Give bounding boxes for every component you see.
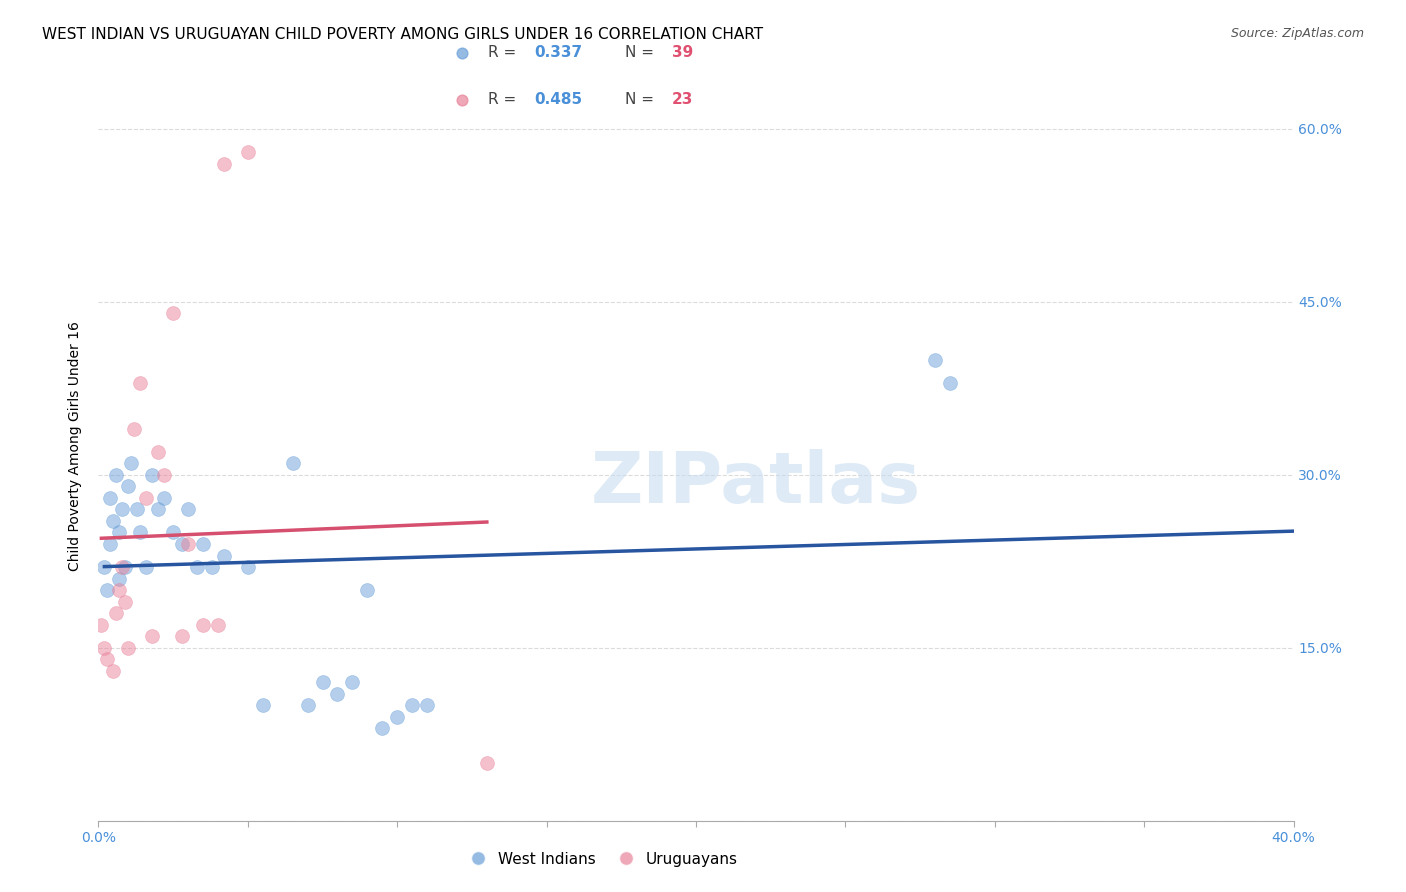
- Point: [153, 467, 176, 482]
- Point: [356, 583, 378, 598]
- Text: N =: N =: [626, 92, 659, 107]
- Point: [212, 549, 235, 563]
- Point: [191, 617, 214, 632]
- Point: [103, 664, 125, 678]
- Point: [212, 156, 235, 170]
- Point: [939, 376, 962, 390]
- Text: 0.337: 0.337: [534, 45, 582, 61]
- Point: [108, 583, 131, 598]
- Text: 39: 39: [672, 45, 693, 61]
- Point: [191, 537, 214, 551]
- Point: [172, 537, 194, 551]
- Point: [117, 479, 139, 493]
- Point: [297, 698, 319, 713]
- Point: [450, 45, 472, 60]
- Point: [111, 560, 134, 574]
- Text: Source: ZipAtlas.com: Source: ZipAtlas.com: [1230, 27, 1364, 40]
- Point: [117, 640, 139, 655]
- Point: [127, 502, 149, 516]
- Point: [96, 583, 118, 598]
- Point: [326, 687, 349, 701]
- Point: [108, 572, 131, 586]
- Point: [135, 560, 157, 574]
- Point: [108, 525, 131, 540]
- Text: 23: 23: [672, 92, 693, 107]
- Y-axis label: Child Poverty Among Girls Under 16: Child Poverty Among Girls Under 16: [69, 321, 83, 571]
- Point: [105, 606, 128, 620]
- Point: [450, 93, 472, 107]
- Point: [114, 560, 136, 574]
- Text: 0.485: 0.485: [534, 92, 582, 107]
- Point: [924, 352, 946, 367]
- Point: [129, 376, 152, 390]
- Point: [172, 629, 194, 643]
- Point: [177, 502, 200, 516]
- Point: [236, 145, 259, 159]
- Point: [98, 491, 122, 505]
- Point: [162, 306, 184, 320]
- Point: [114, 594, 136, 608]
- Point: [93, 560, 115, 574]
- Point: [186, 560, 208, 574]
- Point: [416, 698, 439, 713]
- Point: [103, 514, 125, 528]
- Point: [236, 560, 259, 574]
- Point: [281, 456, 304, 470]
- Point: [401, 698, 423, 713]
- Point: [90, 617, 112, 632]
- Point: [111, 502, 134, 516]
- Text: R =: R =: [488, 45, 520, 61]
- Text: R =: R =: [488, 92, 520, 107]
- Point: [385, 710, 409, 724]
- Point: [98, 537, 122, 551]
- Point: [124, 422, 146, 436]
- Point: [96, 652, 118, 666]
- Point: [141, 629, 163, 643]
- Point: [201, 560, 224, 574]
- Point: [252, 698, 274, 713]
- Point: [162, 525, 184, 540]
- Point: [207, 617, 229, 632]
- Point: [475, 756, 498, 770]
- Point: [148, 444, 170, 458]
- Point: [120, 456, 142, 470]
- Point: [129, 525, 152, 540]
- Point: [141, 467, 163, 482]
- Point: [311, 675, 333, 690]
- Point: [148, 502, 170, 516]
- Text: WEST INDIAN VS URUGUAYAN CHILD POVERTY AMONG GIRLS UNDER 16 CORRELATION CHART: WEST INDIAN VS URUGUAYAN CHILD POVERTY A…: [42, 27, 763, 42]
- Text: N =: N =: [626, 45, 659, 61]
- Point: [135, 491, 157, 505]
- Point: [153, 491, 176, 505]
- Point: [105, 467, 128, 482]
- Text: ZIPatlas: ZIPatlas: [591, 449, 921, 518]
- Point: [177, 537, 200, 551]
- Legend: West Indians, Uruguayans: West Indians, Uruguayans: [457, 846, 744, 873]
- Point: [93, 640, 115, 655]
- Point: [342, 675, 364, 690]
- Point: [371, 722, 394, 736]
